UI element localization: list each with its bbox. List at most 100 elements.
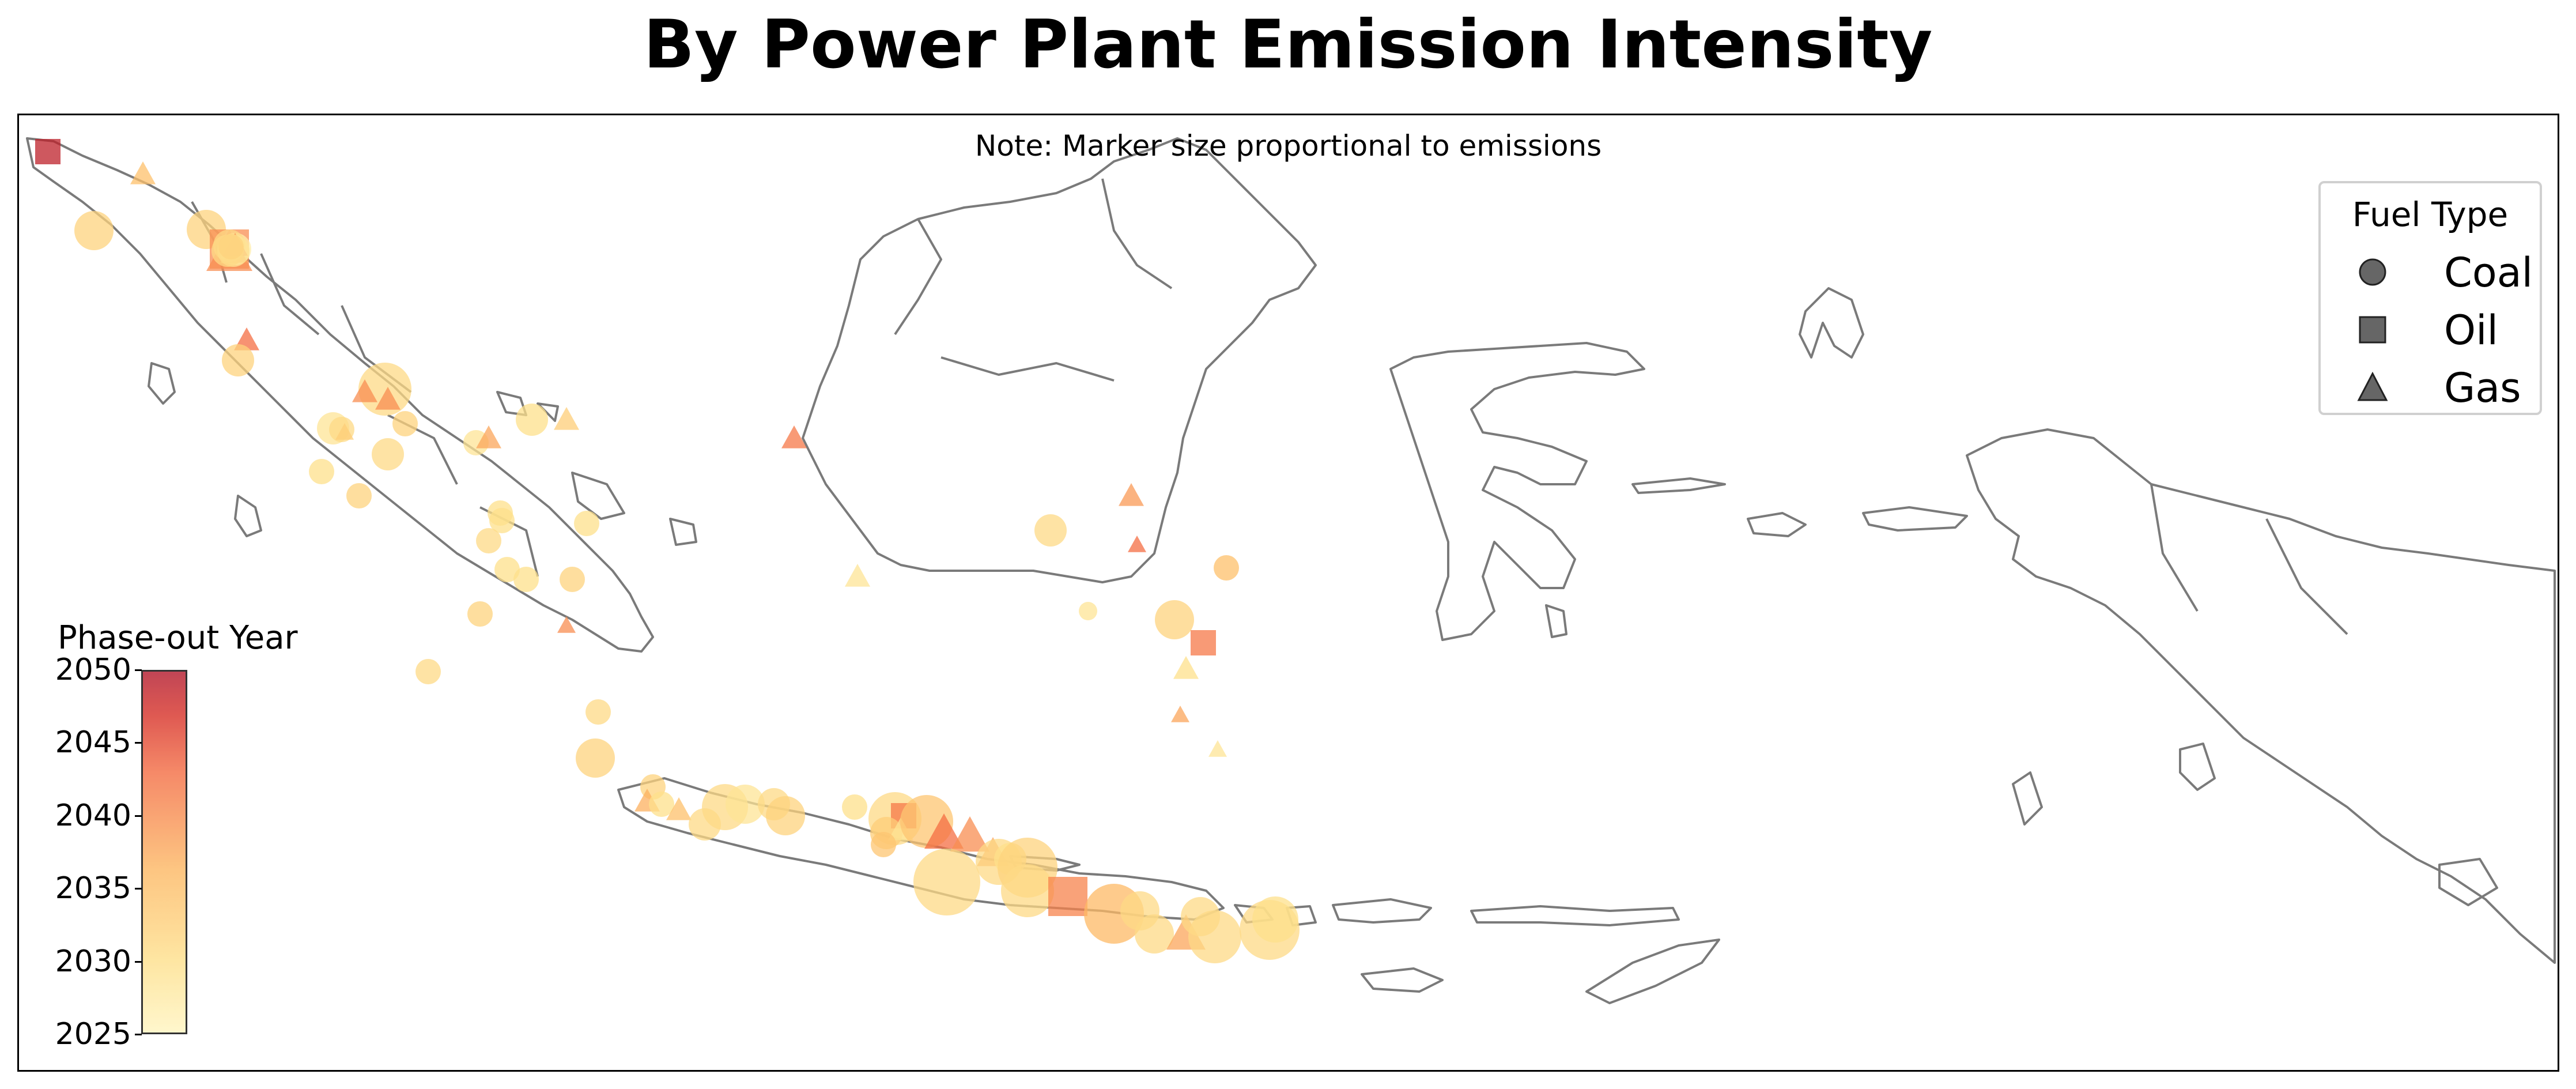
sumba-island (1361, 967, 1444, 993)
sumatra-island (26, 137, 654, 653)
map-area: Note: Marker size proportional to emissi… (17, 114, 2559, 1072)
legend-item-oil: Oil (2355, 304, 2540, 354)
plant-marker-coal (1001, 864, 1054, 917)
flores-island (1470, 905, 1680, 926)
tanimbar-islands (2012, 771, 2043, 826)
plant-marker-coal (1135, 914, 1174, 954)
halmahera-island (1799, 287, 1864, 359)
plant-marker-gas (1173, 656, 1199, 679)
plant-marker-coal (358, 363, 411, 416)
plant-marker-coal (560, 567, 585, 592)
plant-marker-gas (476, 425, 501, 449)
plant-marker-coal (516, 404, 548, 436)
plant-marker-coal (489, 508, 515, 533)
plant-marker-coal (586, 699, 611, 725)
plant-marker-coal (309, 459, 334, 484)
triangle-icon (2357, 371, 2388, 401)
plant-marker-gas (375, 387, 401, 410)
fuel-type-legend: Fuel Type Coal Oil Gas (2318, 181, 2542, 415)
legend-title: Fuel Type (2352, 195, 2509, 234)
legend-label-coal: Coal (2444, 249, 2533, 296)
plant-marker-coal (476, 528, 501, 553)
plant-marker-coal (1155, 600, 1194, 639)
plant-marker-coal (576, 738, 615, 778)
plant-marker-coal (346, 483, 372, 508)
plant-marker-coal (649, 792, 674, 817)
plant-marker-gas (781, 425, 807, 449)
papua-island (1966, 428, 2556, 964)
plant-marker-gas (1208, 740, 1227, 757)
plant-marker-gas (335, 423, 354, 440)
plant-marker-coal (416, 659, 441, 684)
plant-marker-coal (1181, 897, 1220, 936)
colorbar-tick-2025: 2025 (55, 1017, 131, 1052)
legend-label-oil: Oil (2444, 307, 2498, 354)
colorbar-tick-2035: 2035 (55, 871, 131, 906)
plant-marker-gas (666, 797, 692, 820)
colorbar-tick-2030: 2030 (55, 944, 131, 979)
plant-marker-gas (352, 379, 377, 402)
timor-island (1585, 939, 1720, 1004)
buru-island (1747, 512, 1807, 537)
siberut-island (234, 495, 262, 537)
papua-border (2150, 484, 2348, 635)
plant-marker-oil (35, 139, 61, 164)
borneo-borders (894, 178, 1173, 382)
buton-island (1545, 604, 1567, 638)
plant-marker-coal (494, 557, 520, 582)
aru-islands (2179, 743, 2216, 791)
plant-marker-coal (463, 430, 489, 455)
sulawesi-island (1389, 342, 1645, 641)
plant-marker-coal (1079, 602, 1097, 620)
plant-marker-gas (130, 161, 156, 184)
plant-marker-gas (950, 816, 989, 852)
sula-islands (1631, 477, 1726, 494)
colorbar-tickmark (135, 1034, 142, 1035)
square-icon (2359, 316, 2386, 344)
bangka-island (571, 472, 625, 520)
frederik-hendrik-island (2438, 858, 2498, 906)
sumbawa-island (1332, 898, 1432, 924)
plant-marker-coal (222, 344, 254, 376)
colorbar-tick-2045: 2045 (55, 725, 131, 760)
plant-marker-coal (1214, 555, 1239, 581)
colorbar (141, 670, 187, 1034)
plant-marker-oil (1191, 630, 1216, 655)
plant-marker-gas (845, 564, 870, 587)
colorbar-tickmark (135, 742, 142, 744)
plant-marker-coal (1252, 896, 1298, 943)
colorbar-tick-2050: 2050 (55, 653, 131, 687)
colorbar-tickmark (135, 960, 142, 963)
plant-marker-coal (842, 794, 867, 820)
plant-marker-gas (924, 813, 964, 849)
colorbar-tick-2040: 2040 (55, 798, 131, 833)
map-canvas (26, 137, 2556, 1004)
map-note: Note: Marker size proportional to emissi… (975, 129, 1602, 163)
legend-item-gas: Gas (2355, 362, 2540, 412)
plant-marker-coal (218, 234, 244, 259)
plant-marker-coal (766, 796, 805, 835)
plant-marker-gas (1171, 706, 1189, 722)
colorbar-tickmark (135, 815, 142, 817)
plant-marker-coal (513, 567, 539, 592)
legend-item-coal: Coal (2355, 247, 2540, 296)
colorbar-tickmark (135, 669, 142, 671)
colorbar-title: Phase-out Year (58, 619, 298, 657)
seram-island (1862, 506, 1968, 532)
plant-marker-coal (871, 832, 896, 857)
plant-marker-gas (557, 616, 576, 633)
coastlines (26, 137, 2556, 1004)
borneo-island (802, 137, 1317, 583)
plant-marker-oil (1048, 877, 1087, 916)
chart-title: By Power Plant Emission Intensity (643, 6, 1933, 84)
plant-marker-coal (372, 438, 404, 470)
belitung-island (669, 518, 697, 546)
plant-marker-gas (554, 407, 579, 430)
colorbar-tickmark (135, 888, 142, 890)
plant-marker-gas (1119, 483, 1144, 506)
circle-icon (2359, 258, 2386, 286)
plant-marker-coal (392, 411, 418, 436)
nias-island (148, 362, 176, 405)
plant-marker-coal (913, 849, 980, 915)
plant-marker-coal (574, 511, 599, 536)
